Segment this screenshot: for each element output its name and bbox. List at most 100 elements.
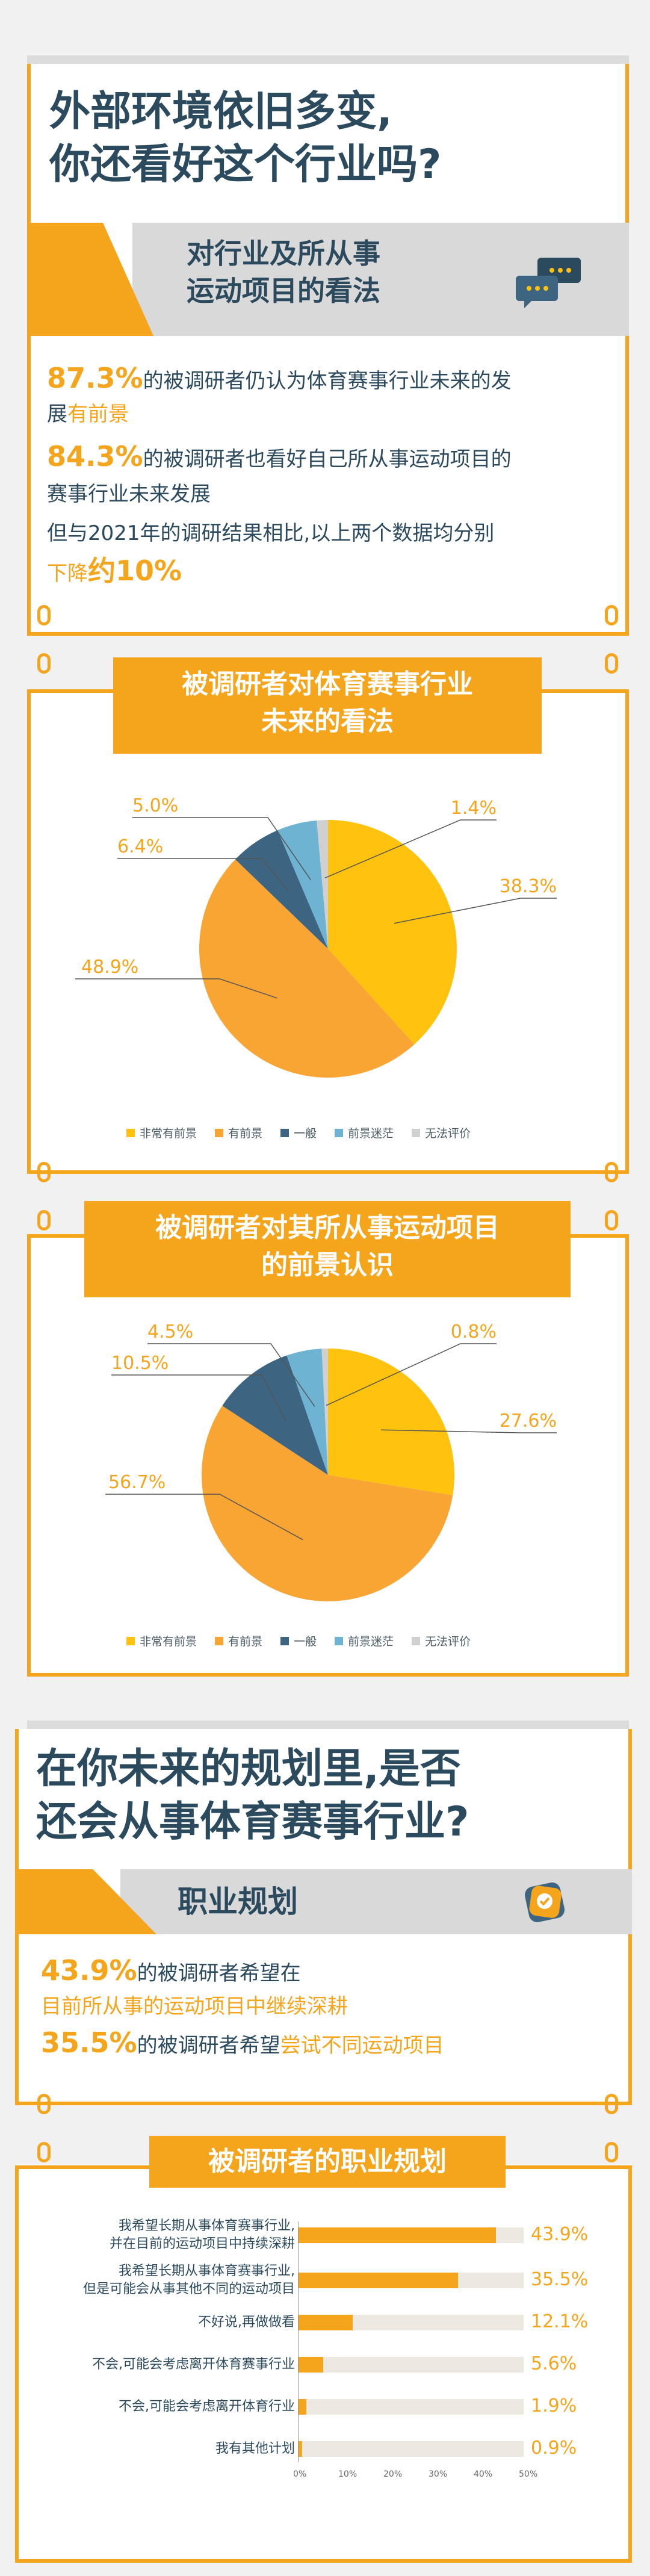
slice-average [235, 830, 328, 949]
leader-line [105, 1494, 303, 1541]
stat3-highlight: 下降 [47, 562, 88, 586]
data-label: 6.4% [117, 836, 163, 857]
legend-item-average: 一般 [280, 1125, 317, 1141]
ring-connector [605, 2094, 618, 2114]
chart2-legend: 非常有前景 有前景 一般 前景迷茫 无法评价 [126, 1633, 471, 1649]
ring-connector [37, 1162, 51, 1182]
legend-label: 无法评价 [425, 1127, 471, 1140]
ring-connector [37, 1210, 51, 1231]
chat-bubbles-icon [516, 258, 581, 308]
stat3-text: 但与2021年的调研结果相比,以上两个数据均分别 [47, 521, 495, 545]
ring-connector [37, 2094, 51, 2114]
section2-grey-bar [27, 1721, 629, 1729]
section2-stat1-text2: 目前所从事的运动项目中继续深耕 [41, 1994, 348, 2019]
slice-very-promising [328, 820, 457, 1044]
chart1-title: 被调研者对体育赛事行业 未来的看法 [113, 657, 542, 754]
leader-line [111, 1374, 286, 1421]
legend-item-no-comment: 无法评价 [412, 1125, 471, 1141]
leader-line [324, 819, 497, 879]
slice-average [222, 1355, 328, 1475]
intro-card-frame [27, 64, 629, 636]
headline-line-1: 在你未来的规划里,是否 [36, 1745, 461, 1793]
legend-item-unclear: 前景迷茫 [335, 1633, 394, 1649]
stat2-text2: 赛事行业未来发展 [47, 482, 211, 506]
headline-line-1: 外部环境依旧多变, [49, 88, 392, 135]
headline: 外部环境依旧多变, 你还看好这个行业吗? [49, 85, 441, 191]
career-badge-icon [525, 1882, 565, 1922]
stat-line-1b: 展有前景 [47, 397, 129, 431]
stat1-text: 的被调研者仍认为体育赛事行业未来的发 [143, 369, 512, 393]
stat-line-2b: 赛事行业未来发展 [47, 477, 211, 511]
pie-chart-2: 27.6% 56.7% 10.5% 4.5% 0.8% [105, 1321, 557, 1602]
stat-line-1: 87.3%的被调研者仍认为体育赛事行业未来的发 [47, 361, 512, 398]
pie-chart-1: 38.3% 48.9% 6.4% 5.0% 1.4% [75, 795, 557, 1078]
leader-line [394, 898, 557, 924]
slice-unclear [286, 1349, 328, 1475]
stat2-text: 的被调研者也看好自己所从事运动项目的 [143, 447, 512, 471]
leader-line [147, 1343, 315, 1407]
ring-connector [605, 653, 618, 674]
ring-connector [37, 2142, 51, 2162]
section2-stat1-pct: 43.9% [41, 1954, 137, 1987]
legend-item-promising: 有前景 [215, 1633, 262, 1649]
stat1-pct: 87.3% [47, 362, 143, 394]
chart1-legend: 非常有前景 有前景 一般 前景迷茫 无法评价 [126, 1125, 471, 1141]
data-label: 56.7% [108, 1472, 166, 1493]
section2-stat-line-1: 43.9%的被调研者希望在 [41, 1954, 301, 1990]
legend-label: 一般 [294, 1635, 317, 1648]
ring-connector [605, 2142, 618, 2162]
slice-very-promising [328, 1349, 454, 1495]
legend-item-no-comment: 无法评价 [412, 1633, 471, 1649]
stat1-highlight: 有前景 [67, 402, 129, 426]
chart3-card [15, 2165, 632, 2563]
chart2-title: 被调研者对其所从事运动项目 的前景认识 [84, 1201, 571, 1297]
legend-label: 一般 [294, 1127, 317, 1140]
legend-item-very-promising: 非常有前景 [126, 1633, 197, 1649]
ring-connector [605, 605, 618, 625]
slice-unclear [277, 820, 328, 949]
chart1-title-line-2: 未来的看法 [261, 706, 394, 737]
headline-line-2: 还会从事体育赛事行业? [36, 1798, 469, 1846]
legend-label: 非常有前景 [140, 1127, 197, 1140]
section2-stat-line-2: 35.5%的被调研者希望尝试不同运动项目 [41, 2026, 444, 2062]
data-label: 10.5% [111, 1353, 169, 1374]
chart3-title: 被调研者的职业规划 [149, 2136, 506, 2188]
stat-line-2: 84.3%的被调研者也看好自己所从事运动项目的 [47, 439, 512, 476]
chart1-title-line-1: 被调研者对体育赛事行业 [182, 669, 473, 700]
stat3-pct: 约10% [88, 554, 182, 587]
legend-item-promising: 有前景 [215, 1125, 262, 1141]
chart2-title-line-1: 被调研者对其所从事运动项目 [155, 1212, 500, 1243]
section2-banner-title: 职业规划 [178, 1884, 298, 1919]
stat-line-3: 但与2021年的调研结果相比,以上两个数据均分别 [47, 517, 494, 550]
section2-stat-line-1b: 目前所从事的运动项目中继续深耕 [41, 1990, 348, 2023]
section2-headline: 在你未来的规划里,是否 还会从事体育赛事行业? [36, 1743, 469, 1849]
legend-item-unclear: 前景迷茫 [335, 1125, 394, 1141]
slice-promising [199, 859, 415, 1078]
ring-connector [605, 1162, 618, 1182]
stat2-pct: 84.3% [47, 440, 143, 473]
banner-line-1: 对行业及所从事 [187, 237, 380, 270]
headline-line-2: 你还看好这个行业吗? [49, 141, 442, 188]
leader-line [132, 817, 312, 881]
section2-stat1-text: 的被调研者希望在 [137, 1961, 301, 1985]
data-label: 48.9% [81, 957, 138, 978]
section2-stat2-pct: 35.5% [41, 2026, 137, 2059]
leader-line [75, 978, 277, 999]
top-grey-bar [27, 55, 629, 64]
legend-label: 有前景 [228, 1635, 263, 1648]
stat1-text2: 展 [47, 402, 67, 426]
legend-label: 有前景 [228, 1127, 263, 1140]
ring-connector [37, 653, 51, 674]
legend-item-average: 一般 [280, 1633, 317, 1649]
leader-line [380, 1429, 557, 1433]
section2-stat2-text: 的被调研者希望 [137, 2034, 280, 2058]
slice-no-comment [317, 820, 328, 949]
banner-title: 对行业及所从事 运动项目的看法 [187, 235, 380, 309]
banner-line-2: 运动项目的看法 [187, 275, 380, 307]
data-label: 38.3% [500, 876, 557, 897]
legend-label: 前景迷茫 [348, 1635, 394, 1648]
slice-promising [201, 1406, 453, 1602]
data-label: 0.8% [451, 1321, 497, 1342]
section2-stat2-highlight: 尝试不同运动项目 [280, 2034, 444, 2058]
data-label: 1.4% [451, 798, 497, 819]
